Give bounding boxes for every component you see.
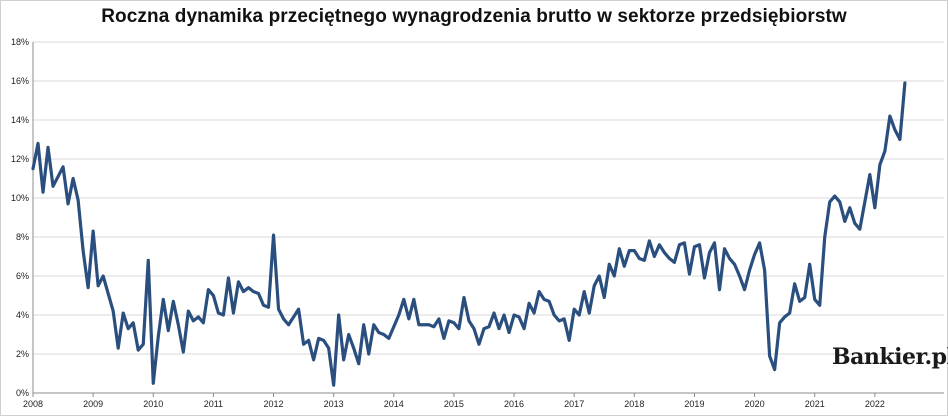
y-tick-label: 0%	[16, 388, 29, 398]
series-line	[31, 81, 907, 387]
x-tick-label: 2017	[564, 399, 584, 409]
y-tick-label: 18%	[11, 37, 29, 47]
x-tick-label: 2016	[504, 399, 524, 409]
grid-lines	[33, 41, 944, 355]
y-tick-label: 10%	[11, 193, 29, 203]
x-tick-label: 2019	[684, 399, 704, 409]
chart-title: Roczna dynamika przeciętnego wynagrodzen…	[101, 6, 847, 27]
axes	[32, 42, 944, 397]
x-tick-label: 2008	[23, 399, 43, 409]
y-axis-tick-labels: 0% 2% 4% 6% 8% 10% 12% 14% 16% 18%	[11, 37, 29, 398]
y-tick-label: 14%	[11, 115, 29, 125]
y-tick-label: 8%	[16, 232, 29, 242]
y-tick-label: 12%	[11, 154, 29, 164]
x-tick-label: 2011	[204, 399, 223, 409]
bankier-logo: Bankier.pl	[832, 344, 948, 370]
y-tick-label: 2%	[16, 349, 29, 359]
x-tick-label: 2013	[324, 399, 344, 409]
y-tick-label: 16%	[11, 76, 29, 86]
x-tick-label: 2018	[624, 399, 644, 409]
x-tick-label: 2014	[384, 399, 404, 409]
x-tick-label: 2015	[444, 399, 464, 409]
x-tick-label: 2021	[805, 399, 825, 409]
x-tick-label: 2022	[865, 399, 885, 409]
x-tick-label: 2020	[745, 399, 765, 409]
x-tick-label: 2010	[143, 399, 163, 409]
y-tick-label: 6%	[16, 271, 29, 281]
y-tick-label: 4%	[16, 310, 29, 320]
x-tick-label: 2012	[264, 399, 284, 409]
x-axis-tick-labels: 2008 2009 2010 2011 2012 2013 2014 2015 2016 2017…	[23, 399, 885, 409]
x-tick-label: 2009	[83, 399, 103, 409]
